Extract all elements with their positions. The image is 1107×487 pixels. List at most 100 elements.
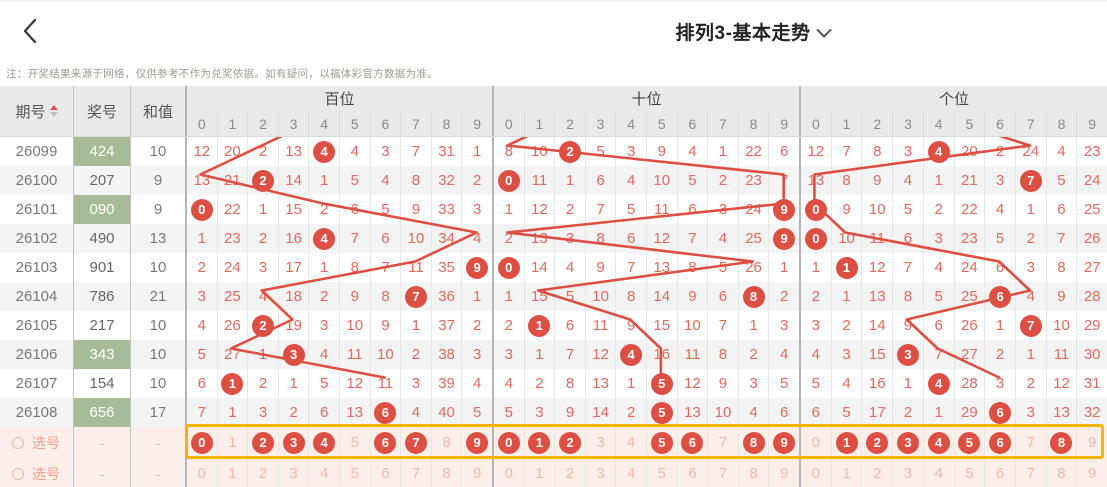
select-digit-cell[interactable]: 1	[218, 458, 249, 487]
select-digit-cell[interactable]: 3	[586, 427, 617, 458]
miss-count: 12	[868, 259, 886, 276]
select-digit-cell[interactable]: 7	[401, 427, 432, 458]
miss-count: 4	[381, 172, 390, 189]
select-digit-cell[interactable]: 8	[432, 458, 463, 487]
select-digit-cell[interactable]: 6	[985, 458, 1016, 487]
select-digit-cell[interactable]: 1	[832, 427, 863, 458]
select-digit-cell[interactable]: 2	[248, 458, 279, 487]
column-header-issue[interactable]: 期号	[0, 86, 73, 136]
select-digit-cell[interactable]: 2	[862, 427, 894, 458]
select-digit-cell[interactable]: 8	[739, 458, 770, 487]
select-digit-cell[interactable]: 4	[309, 427, 340, 458]
select-digit-cell[interactable]: 5	[955, 458, 986, 487]
hit-circle: 8	[742, 285, 765, 308]
select-digit-cell[interactable]: 0	[494, 458, 525, 487]
miss-count: 12	[653, 230, 671, 247]
miss-count: 9	[842, 201, 851, 218]
select-digit-cell[interactable]: 1	[218, 427, 249, 458]
select-digit-cell[interactable]: 8	[432, 427, 463, 458]
select-digit-cell[interactable]: 2	[862, 458, 894, 487]
select-digit-cell[interactable]: 4	[309, 458, 340, 487]
select-digit-cell[interactable]: 3	[279, 458, 310, 487]
selected-digit-circle: 0	[190, 431, 213, 454]
select-sum-cell: -	[130, 458, 185, 487]
select-digit-cell[interactable]: 6	[985, 427, 1016, 458]
select-digit-cell[interactable]: 9	[769, 458, 799, 487]
select-digit-cell[interactable]: 0	[187, 427, 218, 458]
select-digit-cell[interactable]: 0	[801, 458, 832, 487]
unselected-digit: 1	[842, 465, 851, 482]
digit-section-shi: 1 15 5 10 8 14 9 6 8 2	[492, 282, 799, 311]
select-digit-cell[interactable]: 5	[340, 458, 371, 487]
miss-cell: 22	[955, 195, 986, 224]
select-digit-cell[interactable]: 7	[1016, 427, 1047, 458]
select-digit-cell[interactable]: 1	[525, 427, 556, 458]
select-digit-cell[interactable]: 7	[1016, 458, 1047, 487]
select-digit-cell[interactable]: 0	[494, 427, 525, 458]
select-digit-cell[interactable]: 3	[893, 458, 924, 487]
select-digit-cell[interactable]: 3	[586, 458, 617, 487]
miss-count: 17	[285, 259, 302, 276]
select-digit-cell[interactable]: 5	[340, 427, 371, 458]
title-dropdown[interactable]: 排列3-基本走势	[400, 2, 1107, 60]
select-digit-cell[interactable]: 6	[371, 458, 402, 487]
select-digit-cell[interactable]: 9	[769, 427, 799, 458]
select-digit-cell[interactable]: 8	[1047, 458, 1078, 487]
miss-cell: 4	[616, 166, 647, 195]
hit-circle: 1	[528, 314, 551, 337]
miss-cell: 1	[739, 311, 770, 340]
select-digit-cell[interactable]: 9	[462, 427, 492, 458]
select-digit-cell[interactable]: 9	[1077, 458, 1107, 487]
select-digit-cell[interactable]: 5	[647, 458, 678, 487]
miss-count: 8	[350, 259, 359, 276]
select-digit-cell[interactable]: 6	[371, 427, 402, 458]
select-digit-cell[interactable]: 7	[708, 427, 739, 458]
miss-count: 2	[320, 288, 329, 305]
miss-count: 26	[961, 317, 978, 334]
miss-cell: 26	[739, 253, 770, 282]
select-digit-cell[interactable]: 4	[616, 458, 647, 487]
select-digit-cell[interactable]: 1	[525, 458, 556, 487]
miss-cell: 27	[1077, 253, 1107, 282]
select-digit-cell[interactable]: 8	[739, 427, 770, 458]
selected-digit-circle: 3	[282, 431, 305, 454]
select-digit-cell[interactable]: 1	[832, 458, 863, 487]
miss-count: 6	[381, 230, 390, 247]
radio-button[interactable]	[12, 436, 24, 449]
select-digit-cell[interactable]: 2	[555, 458, 586, 487]
sum-cell: 10	[130, 340, 185, 369]
select-digit-cell[interactable]: 2	[555, 427, 586, 458]
digit-section-bai: 1 23 2 16 4 7 6 10 34 4	[185, 224, 492, 253]
hit-cell: 9	[769, 195, 799, 224]
select-digit-cell[interactable]: 0	[187, 458, 218, 487]
unselected-digit: 1	[228, 434, 237, 451]
miss-cell: 11	[371, 369, 402, 398]
select-digit-cell[interactable]: 5	[955, 427, 986, 458]
back-button[interactable]	[16, 16, 44, 46]
select-digit-cell[interactable]: 4	[616, 427, 647, 458]
select-digit-cell[interactable]: 6	[678, 458, 709, 487]
select-digit-cell[interactable]: 6	[678, 427, 709, 458]
unselected-digit: 4	[934, 465, 943, 482]
hit-cell: 3	[893, 340, 924, 369]
miss-count: 4	[718, 230, 728, 247]
miss-cell: 5	[985, 224, 1016, 253]
miss-cell: 3	[462, 340, 492, 369]
miss-cell: 1	[769, 253, 799, 282]
select-digit-cell[interactable]: 2	[248, 427, 279, 458]
select-digit-cell[interactable]: 5	[647, 427, 678, 458]
select-digit-cell[interactable]: 9	[1077, 427, 1107, 458]
miss-cell: 10	[1047, 311, 1078, 340]
select-digit-cell[interactable]: 0	[801, 427, 832, 458]
select-digit-cell[interactable]: 3	[893, 427, 924, 458]
select-digit-cell[interactable]: 8	[1047, 427, 1078, 458]
select-digit-cell[interactable]: 7	[401, 458, 432, 487]
select-digit-cell[interactable]: 7	[708, 458, 739, 487]
miss-count: 2	[258, 375, 268, 392]
radio-button[interactable]	[12, 467, 24, 480]
select-digit-cell[interactable]: 4	[924, 427, 955, 458]
select-digit-cell[interactable]: 9	[462, 458, 492, 487]
select-digit-cell[interactable]: 4	[924, 458, 955, 487]
selected-digit-circle: 7	[404, 431, 427, 454]
select-digit-cell[interactable]: 3	[279, 427, 310, 458]
